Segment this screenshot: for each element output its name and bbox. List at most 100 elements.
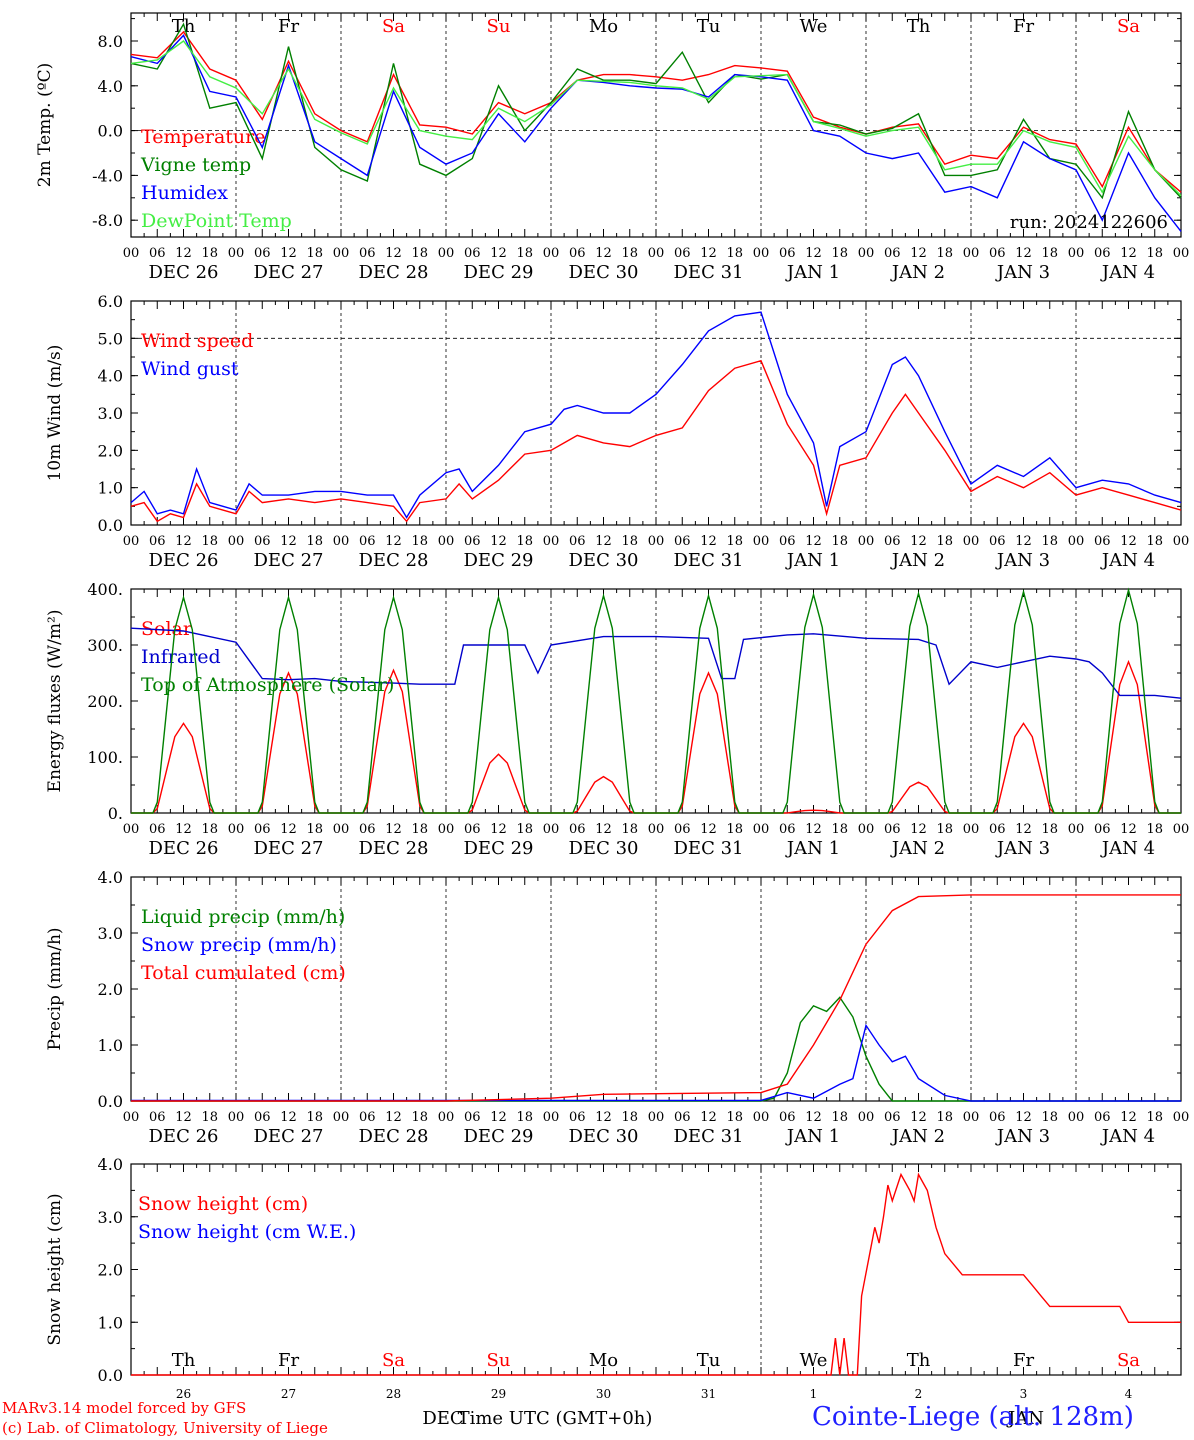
hour-label: 12	[490, 534, 507, 549]
hour-label: 18	[411, 822, 428, 837]
hour-label: 18	[726, 1110, 743, 1125]
day-number-label: 27	[281, 1387, 296, 1401]
series-line	[130, 311, 1182, 519]
legend-entry: Snow height (cm)	[138, 1193, 308, 1215]
weekday-label: Mo	[589, 16, 618, 37]
date-label: DEC 29	[464, 262, 534, 283]
hour-label: 18	[201, 1110, 218, 1125]
weekday-label: Sa	[1117, 16, 1140, 37]
y-tick-label: 100.	[87, 748, 123, 767]
hour-label: 12	[385, 1110, 402, 1125]
date-label: DEC 26	[149, 262, 219, 283]
hour-label: 18	[1041, 534, 1058, 549]
y-tick-label: 3.0	[98, 404, 123, 423]
hour-label: 00	[543, 246, 560, 261]
day-number-label: 30	[596, 1387, 611, 1401]
hour-label: 12	[1120, 534, 1137, 549]
hour-label: 18	[201, 246, 218, 261]
date-label: JAN 2	[890, 1126, 945, 1147]
date-label: DEC 26	[149, 1126, 219, 1147]
hour-label: 18	[621, 822, 638, 837]
hour-label: 00	[753, 534, 770, 549]
hour-label: 06	[1094, 246, 1111, 261]
hour-label: 12	[490, 246, 507, 261]
date-label: DEC 26	[149, 838, 219, 859]
hour-label: 00	[1068, 1110, 1085, 1125]
y-tick-label: 0.	[108, 804, 123, 823]
weekday-label: Th	[907, 1350, 931, 1371]
hour-label: 00	[438, 246, 455, 261]
hour-label: 18	[201, 534, 218, 549]
hour-label: 12	[280, 1110, 297, 1125]
hour-label: 06	[569, 534, 586, 549]
day-number-label: 1	[810, 1387, 818, 1401]
hour-label: 12	[910, 1110, 927, 1125]
date-label: DEC 30	[569, 262, 639, 283]
hour-label: 12	[280, 822, 297, 837]
y-axis-label: Precip (mm/h)	[45, 927, 65, 1050]
hour-label: 00	[228, 246, 245, 261]
hour-label: 18	[726, 534, 743, 549]
weekday-label: Sa	[382, 1350, 405, 1371]
weekday-label: Fr	[1013, 1350, 1034, 1371]
hour-label: 06	[254, 822, 271, 837]
date-label: DEC 28	[359, 550, 429, 571]
hour-label: 06	[254, 246, 271, 261]
series-line	[131, 587, 1181, 814]
y-axis-label: 10m Wind (m/s)	[45, 345, 65, 482]
hour-label: 00	[753, 1110, 770, 1125]
y-tick-label: 3.0	[98, 924, 123, 943]
hour-label: 00	[543, 534, 560, 549]
series-line	[131, 1023, 1181, 1102]
hour-label: 00	[228, 1110, 245, 1125]
date-label: JAN 1	[785, 550, 840, 571]
month-label: DEC	[422, 1408, 463, 1429]
hour-label: 12	[175, 1110, 192, 1125]
hour-label: 00	[858, 1110, 875, 1125]
hour-label: 06	[1094, 534, 1111, 549]
date-label: DEC 31	[674, 1126, 744, 1147]
hour-label: 06	[464, 246, 481, 261]
hour-label: 12	[1120, 822, 1137, 837]
date-label: JAN 4	[1100, 262, 1155, 283]
hour-label: 00	[543, 822, 560, 837]
date-label: DEC 27	[254, 550, 324, 571]
date-label: JAN 1	[785, 1126, 840, 1147]
legend-entry: Temperature	[141, 126, 265, 148]
date-label: DEC 29	[464, 550, 534, 571]
series-line	[131, 894, 1181, 1102]
y-axis-label: 2m Temp. (ºC)	[35, 63, 55, 188]
x-axis-label: Time UTC (GMT+0h)	[458, 1408, 653, 1429]
hour-label: 06	[359, 534, 376, 549]
hour-label: 06	[359, 1110, 376, 1125]
weekday-label: Tu	[697, 1350, 721, 1371]
day-number-label: 4	[1125, 1387, 1133, 1401]
hour-label: 12	[175, 534, 192, 549]
hour-label: 06	[569, 246, 586, 261]
hour-label: 00	[963, 822, 980, 837]
hour-label: 12	[805, 822, 822, 837]
y-tick-label: 0.0	[98, 1092, 123, 1111]
weekday-label: Sa	[1117, 1350, 1140, 1371]
legend-entry: DewPoint Temp	[141, 210, 292, 232]
hour-label: 00	[753, 246, 770, 261]
hour-label: 00	[858, 246, 875, 261]
hour-label: 12	[595, 822, 612, 837]
hour-label: 06	[884, 534, 901, 549]
date-label: JAN 4	[1100, 838, 1155, 859]
plot-frame	[130, 588, 1182, 814]
panel-1: 8.04.00.0-4.0-8.02m Temp. (ºC)00 06 12 18DE…	[35, 12, 1189, 283]
y-tick-label: 4.0	[98, 1155, 123, 1174]
panel-2: 0.0 1.0 2.0 3.0 4.0 5.0 6.0 10m Wind (m/s) 00 06 1…	[45, 292, 1189, 571]
hour-label: 00	[963, 534, 980, 549]
hour-label: 00	[1173, 822, 1190, 837]
y-tick-label: 0.0	[98, 122, 123, 141]
hour-label: 06	[989, 1110, 1006, 1125]
y-tick-label: 4.0	[98, 367, 123, 386]
hour-label: 00	[333, 822, 350, 837]
hour-label: 12	[1015, 822, 1032, 837]
hour-label: 00	[438, 1110, 455, 1125]
series-line	[130, 627, 1182, 699]
legend-entry: Liquid precip (mm/h)	[141, 906, 345, 928]
hour-label: 00	[648, 1110, 665, 1125]
